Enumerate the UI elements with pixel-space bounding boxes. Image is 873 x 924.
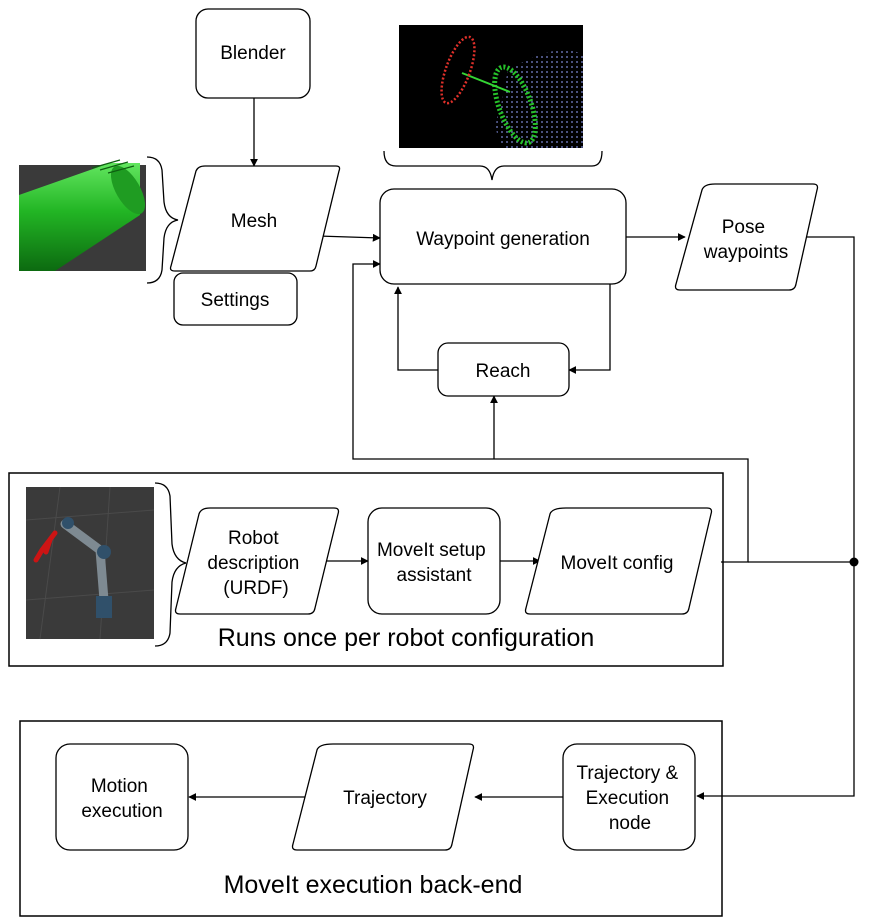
- pose-waypoints-node: Pose waypoints: [674, 183, 819, 291]
- mesh-to-waypoint-arrow: [317, 233, 381, 242]
- pose-waypoints-line-2: waypoints: [703, 242, 789, 263]
- motion-execution-line-2: execution: [81, 801, 162, 822]
- config-to-reach-waypoint-line: [352, 260, 749, 563]
- pose-waypoints-label: Pose waypoints: [703, 217, 789, 263]
- moveit-setup-node: MoveIt setup assistant: [367, 507, 501, 615]
- robot-description-line-1: Robot: [228, 528, 279, 549]
- trajectory-execution-label: Trajectory & Execution node: [577, 763, 684, 834]
- mesh-image-brace: [146, 156, 179, 284]
- waypoint-generation-label: Waypoint generation: [416, 229, 590, 250]
- trajectory-execution-line-3: node: [609, 813, 651, 834]
- blender-label: Blender: [220, 43, 286, 64]
- robot-description-line-2: description: [207, 553, 299, 574]
- settings-label: Settings: [201, 290, 270, 311]
- trajectory-execution-line-1: Trajectory &: [577, 763, 679, 784]
- moveit-config-node: MoveIt config: [524, 507, 713, 615]
- execution-backend-group-label: MoveIt execution back-end: [224, 871, 523, 899]
- robot-description-node: Robot description (URDF): [174, 507, 340, 615]
- robot-description-label: Robot description (URDF): [207, 528, 304, 599]
- motion-execution-node: Motion execution: [55, 743, 189, 851]
- trajectory-node: Trajectory: [291, 743, 475, 851]
- mesh-node: Mesh: [169, 165, 341, 272]
- trajectory-execution-node: Trajectory & Execution node: [562, 743, 696, 851]
- motion-execution-label: Motion execution: [81, 776, 162, 822]
- reach-node: Reach: [437, 342, 570, 397]
- reach-label: Reach: [476, 361, 531, 382]
- execution-backend-group: [19, 720, 723, 917]
- waypoint-to-reach-arrow: [568, 284, 611, 374]
- robot-config-group: [8, 472, 724, 667]
- reach-to-waypoint-arrow: [394, 286, 438, 371]
- mesh-label: Mesh: [231, 211, 277, 232]
- robot-description-line-3: (URDF): [223, 578, 288, 599]
- pose-waypoints-line-1: Pose: [722, 217, 765, 238]
- pose-to-execution-line: [696, 236, 855, 800]
- waypoint-generation-node: Waypoint generation: [379, 188, 627, 285]
- moveit-config-label: MoveIt config: [561, 553, 674, 574]
- settings-node: Settings: [173, 272, 298, 326]
- mesh-render-image: [19, 159, 146, 271]
- waypoint-image-brace: [383, 150, 603, 181]
- trajectory-execution-line-2: Execution: [586, 788, 669, 809]
- moveit-setup-line-1: MoveIt setup: [377, 540, 486, 561]
- trajectory-label: Trajectory: [343, 788, 427, 809]
- junction-dot: [849, 557, 859, 567]
- robot-image-brace: [154, 482, 187, 647]
- moveit-setup-label: MoveIt setup assistant: [377, 540, 491, 586]
- robot-config-group-label: Runs once per robot configuration: [218, 624, 595, 652]
- moveit-setup-line-2: assistant: [397, 565, 473, 586]
- motion-execution-line-1: Motion: [91, 776, 148, 797]
- blender-node: Blender: [195, 8, 311, 99]
- waypoint-render-image: [399, 25, 583, 148]
- robot-render-image: [25, 486, 155, 640]
